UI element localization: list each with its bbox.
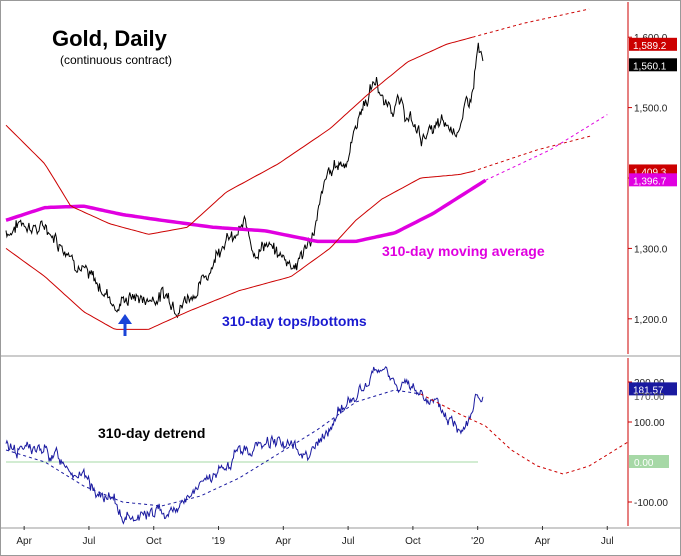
price-label-box xyxy=(629,58,677,72)
detrend-value-box xyxy=(629,382,677,396)
x-tick-label: Apr xyxy=(276,536,292,547)
detrend-y-tick-label: 100.00 xyxy=(634,418,665,429)
upper-panel: 1,200.01,300.01,400.01,500.01,600.01,589… xyxy=(5,8,677,330)
series-310-day-detrend xyxy=(5,366,484,525)
y-tick-label: 1,300.0 xyxy=(634,244,668,255)
chart-subtitle: (continuous contract) xyxy=(60,53,172,67)
x-tick-label: Jul xyxy=(342,536,355,547)
series-detrend-projection xyxy=(420,393,629,475)
price-label-box xyxy=(629,37,677,51)
x-tick-label: Apr xyxy=(16,536,32,547)
detrend-y-tick-label: -100.00 xyxy=(634,498,668,509)
series-gold-price xyxy=(5,42,484,319)
x-tick-label: Oct xyxy=(146,536,162,547)
cycle-low-arrow-icon xyxy=(118,314,132,336)
price-label: 1,396.7 xyxy=(633,176,667,187)
y-tick-label: 1,200.0 xyxy=(634,315,668,326)
chart-title: Gold, Daily xyxy=(52,26,168,51)
tops-bottoms-annotation: 310-day tops/bottoms xyxy=(222,313,367,329)
x-tick-label: Jul xyxy=(601,536,614,547)
zero-label-box xyxy=(629,455,669,468)
series-ma-projection xyxy=(485,114,608,181)
ma-annotation: 310-day moving average xyxy=(382,243,545,259)
y-tick-label: 1,500.0 xyxy=(634,104,668,115)
series-upper-band-projection xyxy=(472,8,590,38)
detrend-value-label: 181.57 xyxy=(633,385,664,396)
series-310-day-moving-average xyxy=(5,178,487,244)
detrend-annotation: 310-day detrend xyxy=(98,425,205,441)
series-lower-band-projection xyxy=(472,135,592,172)
price-label: 1,589.2 xyxy=(633,41,667,52)
price-label-box xyxy=(629,173,677,187)
price-label: 1,409.3 xyxy=(633,167,667,178)
series-detrend-cycle xyxy=(5,389,421,507)
zero-label: 0.00 xyxy=(634,458,654,469)
price-label: 1,560.1 xyxy=(633,61,667,72)
x-tick-label: Oct xyxy=(405,536,421,547)
series-upper-band xyxy=(5,36,473,235)
x-tick-label: '20 xyxy=(471,536,484,547)
series-lower-band xyxy=(5,171,473,330)
x-axis: Apr Jul Oct '19 Apr Jul Oct '20 Apr Jul xyxy=(16,526,614,547)
x-tick-label: '19 xyxy=(212,536,225,547)
x-tick-label: Jul xyxy=(83,536,96,547)
detrend-hidden-label: 170.00 xyxy=(634,392,665,403)
x-tick-label: Apr xyxy=(535,536,551,547)
